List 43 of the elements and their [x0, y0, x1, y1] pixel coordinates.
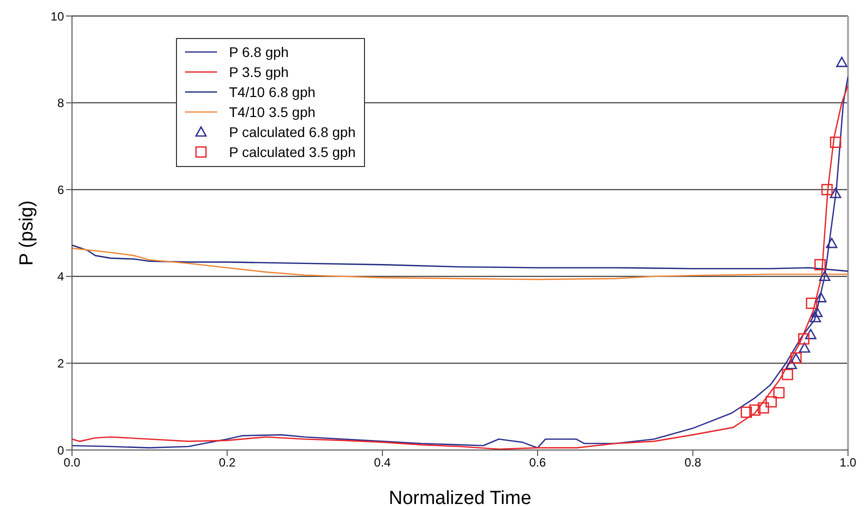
point: [749, 404, 761, 416]
point: [830, 136, 842, 148]
point: [806, 298, 818, 309]
point: [758, 402, 770, 414]
point: [740, 406, 752, 418]
point: [782, 368, 794, 380]
y-tick-label: 4: [57, 270, 64, 284]
y-tick-label: 6: [57, 182, 64, 197]
x-tick-label: 0.2: [218, 456, 236, 470]
point: [766, 396, 777, 408]
legend-label: T4/10 3.5 gph: [229, 103, 316, 122]
point: [798, 333, 810, 345]
point: [815, 292, 826, 302]
line-series: [72, 248, 848, 280]
x-tick-label: 0.6: [529, 456, 546, 470]
point: [798, 342, 810, 353]
y-axis-title: P (psig): [16, 200, 38, 266]
point: [810, 312, 822, 322]
y-tick-label: 8: [57, 96, 64, 110]
y-tick-label: 0: [57, 443, 64, 458]
point: [805, 328, 816, 340]
x-tick-label: 0.0: [64, 456, 81, 470]
x-tick-label: 0.8: [684, 456, 702, 470]
legend-label: P calculated 6.8 gph: [229, 123, 356, 142]
point: [814, 259, 826, 270]
y-tick-label: 10: [50, 9, 64, 24]
point: [836, 56, 848, 68]
y-tick-label: 2: [57, 356, 64, 370]
point: [819, 270, 830, 282]
legend-label: P 6.8 gph: [229, 43, 289, 62]
point: [821, 184, 833, 196]
point: [826, 238, 838, 248]
point: [811, 306, 823, 318]
point: [773, 387, 785, 398]
point: [786, 358, 797, 370]
legend-label: P calculated 3.5 gph: [229, 143, 356, 162]
point: [830, 188, 842, 198]
x-axis-title: Normalized Time: [388, 488, 532, 506]
x-tick-label: 0.4: [374, 456, 392, 470]
x-tick-label: 1.0: [840, 456, 857, 470]
legend-label: T4/10 6.8 gph: [229, 83, 316, 102]
legend-label: P 3.5 gph: [229, 63, 289, 82]
line-series: [72, 244, 848, 272]
